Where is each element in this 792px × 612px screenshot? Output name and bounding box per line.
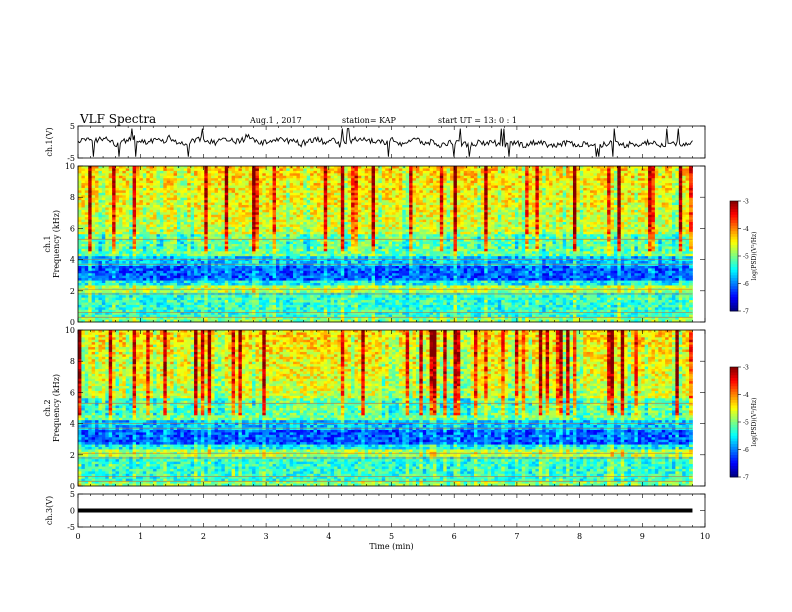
x-tick-label: 5 [389, 532, 394, 541]
text-layer: -3 -4 -5 -6 -7 log(PSD)(V²/Hz) -3 -4 -5 -6 -7 log(P… [43, 122, 758, 551]
x-tick-label: 9 [640, 532, 645, 541]
colorbar-tick-label: -6 [743, 447, 749, 454]
colorbar-tick-label: -4 [743, 392, 749, 399]
y-tick-label: 5 [70, 490, 75, 499]
date-label: Aug.1 , 2017 [250, 116, 302, 125]
x-tick-label: 4 [326, 532, 331, 541]
colorbar-label: log(PSD)(V²/Hz) [751, 232, 758, 281]
y-tick-label: 2 [70, 287, 75, 296]
spectrogram-layer [78, 166, 738, 487]
y-tick-label: 10 [65, 162, 75, 171]
y-tick-label: -5 [67, 523, 75, 532]
y-axis-label: ch.1 [43, 235, 52, 252]
x-tick-label: 0 [75, 532, 80, 541]
colorbar-tick-label: -5 [743, 254, 749, 261]
y-tick-label: 8 [70, 357, 75, 366]
x-tick-label: 8 [577, 532, 582, 541]
y-axis-label: ch.1(V) [45, 127, 54, 156]
start-time-label: start UT = 13: 0 : 1 [438, 116, 517, 125]
panel-frame [77, 125, 706, 159]
x-tick-label: 1 [138, 532, 143, 541]
y-tick-label: 6 [70, 224, 75, 233]
station-label: station= KAP [342, 116, 396, 125]
colorbar-tick-label: -7 [743, 309, 749, 316]
y-tick-label: -5 [67, 154, 75, 163]
x-tick-label: 3 [264, 532, 269, 541]
waveform-layer [77, 128, 693, 513]
x-axis-label: Time (min) [369, 542, 413, 551]
y-tick-label: 6 [70, 388, 75, 397]
x-tick-label: 2 [201, 532, 206, 541]
y-tick-label: 5 [70, 122, 75, 131]
frame-layer [77, 125, 741, 528]
y-axis-label: Frequency (kHz) [52, 374, 61, 442]
colorbar-label: log(PSD)(V²/Hz) [751, 398, 758, 447]
colorbar-tick-label: -7 [743, 475, 749, 482]
x-tick-label: 7 [514, 532, 519, 541]
y-tick-label: 2 [70, 451, 75, 460]
y-tick-label: 10 [65, 326, 75, 335]
y-tick-label: 0 [70, 318, 75, 327]
ch1-waveform-line [77, 128, 693, 157]
y-axis-label: ch.3(V) [45, 496, 54, 525]
colorbar-tick-label: -3 [743, 199, 749, 206]
colorbar-tick-label: -6 [743, 281, 749, 288]
x-tick-label: 10 [700, 532, 710, 541]
y-axis-label: Frequency (kHz) [52, 210, 61, 278]
y-tick-label: 4 [70, 420, 75, 429]
y-tick-label: 0 [70, 482, 75, 491]
y-tick-label: 8 [70, 193, 75, 202]
y-tick-label: 0 [70, 507, 75, 516]
y-axis-label: ch.2 [43, 399, 52, 416]
x-tick-label: 6 [452, 532, 457, 541]
figure-title: VLF Spectra [80, 112, 156, 126]
colorbar-tick-label: -4 [743, 226, 749, 233]
colorbar-tick-label: -5 [743, 420, 749, 427]
y-tick-label: 4 [70, 256, 75, 265]
colorbar-tick-label: -3 [743, 365, 749, 372]
